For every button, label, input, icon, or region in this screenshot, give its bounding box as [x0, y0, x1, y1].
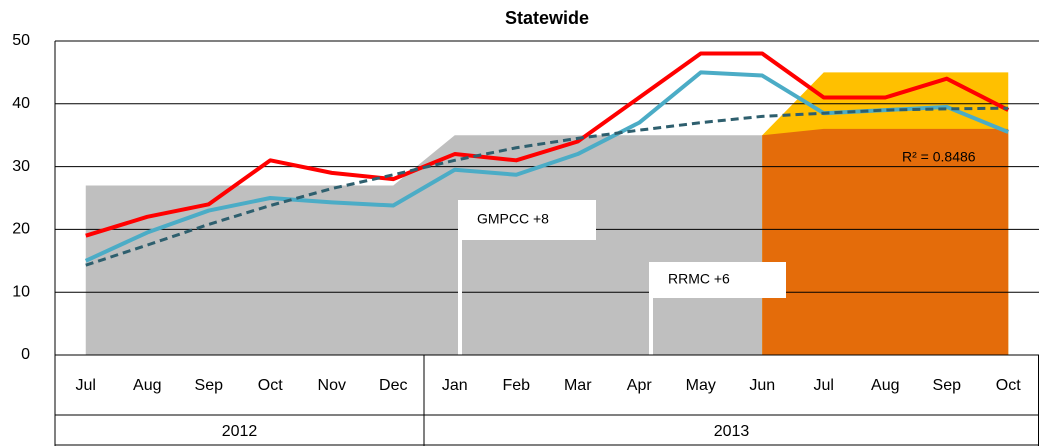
x-tick-label: May: [686, 377, 716, 394]
x-tick-label: Oct: [258, 377, 283, 394]
x-tick-label: Aug: [871, 377, 899, 394]
x-tick-label: Apr: [627, 377, 653, 394]
x-tick-label: Mar: [564, 377, 592, 394]
group-label: 2012: [222, 423, 258, 440]
x-tick-label: Oct: [996, 377, 1021, 394]
x-tick-label: Nov: [318, 377, 346, 394]
y-tick-label: 40: [12, 95, 30, 112]
y-tick-label: 10: [12, 283, 30, 300]
x-tick-label: Jan: [442, 377, 468, 394]
annotation: RRMC +6: [668, 271, 730, 287]
y-tick-label: 0: [21, 346, 30, 363]
area: [762, 128, 1009, 355]
x-tick-label: Feb: [502, 377, 530, 394]
y-tick-label: 30: [12, 158, 30, 175]
annotation: GMPCC +8: [477, 211, 549, 227]
y-tick-label: 50: [12, 32, 30, 49]
annotation: R² = 0.8486: [902, 149, 976, 165]
y-tick-label: 20: [12, 221, 30, 238]
x-tick-label: Jul: [76, 377, 96, 394]
x-tick-label: Sep: [195, 377, 224, 394]
annotation-box: [651, 262, 786, 298]
chart-title: Statewide: [505, 8, 589, 28]
annotation-box: [460, 200, 596, 240]
trend-line: [85, 106, 1009, 267]
x-tick-label: Jul: [814, 377, 834, 394]
x-tick-label: Jun: [749, 377, 775, 394]
x-tick-label: Aug: [133, 377, 161, 394]
x-tick-label: Dec: [379, 377, 407, 394]
x-tick-label: Sep: [933, 377, 962, 394]
group-label: 2013: [714, 423, 750, 440]
line: [85, 51, 1010, 238]
